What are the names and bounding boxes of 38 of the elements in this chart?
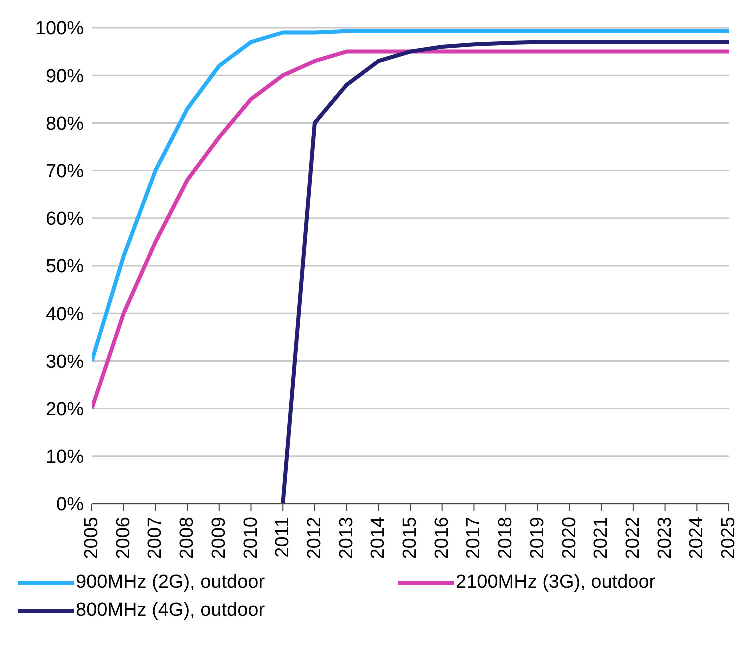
x-tick-label: 2017	[464, 517, 485, 560]
y-tick-label: 30%	[46, 352, 84, 373]
line-series	[92, 50, 729, 411]
x-tick-label: 2023	[654, 517, 676, 560]
x-tick-label: 2025	[718, 517, 740, 560]
y-tick-label: 50%	[46, 256, 84, 278]
x-tick-label: 2007	[145, 517, 166, 560]
y-tick-label: 80%	[46, 114, 84, 135]
y-tick-label: 0%	[56, 494, 84, 516]
x-tick-label: 2018	[496, 517, 517, 560]
x-tick-label: 2024	[686, 516, 708, 560]
y-tick-label: 70%	[46, 162, 84, 183]
x-tick-label: 2008	[177, 517, 198, 560]
y-tick-label: 100%	[35, 18, 84, 40]
legend-label: 800MHz (4G), outdoor	[76, 600, 266, 622]
x-tick-label: 2021	[591, 517, 612, 560]
legend-label: 900MHz (2G), outdoor	[76, 572, 266, 594]
x-tick-label: 2014	[368, 516, 390, 560]
y-tick-label: 10%	[46, 447, 84, 468]
x-tick-label: 2009	[208, 517, 230, 560]
y-tick-label: 40%	[46, 304, 84, 326]
x-tick-label: 2010	[240, 517, 262, 560]
x-tick-label: 2016	[432, 517, 453, 560]
x-tick-label: 2015	[400, 517, 421, 560]
x-tick-label: 2019	[527, 517, 548, 560]
x-tick-label: 2006	[113, 517, 134, 560]
y-tick-label: 60%	[46, 209, 84, 230]
y-tick-label: 90%	[46, 66, 84, 88]
x-tick-label: 2022	[622, 517, 644, 560]
line-series	[281, 40, 729, 504]
x-tick-label: 2012	[304, 517, 326, 560]
x-tick-label: 2013	[336, 517, 358, 560]
legend-label: 2100MHz (3G), outdoor	[456, 572, 656, 594]
x-tick-label: 2011	[272, 517, 294, 558]
x-tick-label: 2020	[559, 517, 580, 560]
y-tick-label: 20%	[46, 400, 84, 421]
line-series	[92, 29, 729, 364]
x-tick-label: 2005	[82, 517, 102, 560]
